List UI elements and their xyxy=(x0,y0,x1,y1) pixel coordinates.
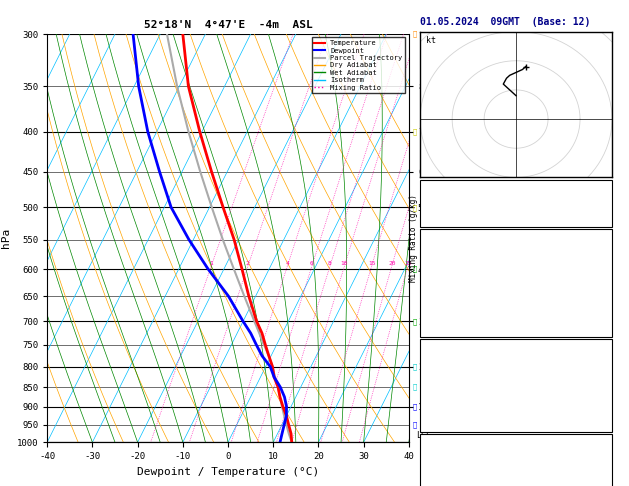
Text: 0: 0 xyxy=(603,401,609,410)
Text: 6: 6 xyxy=(310,261,314,266)
Text: 0: 0 xyxy=(603,306,609,315)
Text: θₑ(K): θₑ(K) xyxy=(423,276,450,285)
Text: 11.5: 11.5 xyxy=(587,261,609,270)
Text: 8: 8 xyxy=(328,261,332,266)
Text: 11: 11 xyxy=(598,416,609,425)
Text: Dewp (°C): Dewp (°C) xyxy=(423,261,471,270)
Text: CAPE (J): CAPE (J) xyxy=(423,306,465,315)
Text: 4: 4 xyxy=(286,261,289,266)
Text: CIN (J): CIN (J) xyxy=(423,321,460,330)
Text: 5: 5 xyxy=(603,291,609,300)
Text: kt: kt xyxy=(426,36,436,45)
Text: 🏴: 🏴 xyxy=(413,204,417,210)
Text: Lifted Index: Lifted Index xyxy=(423,386,487,395)
Text: 127: 127 xyxy=(593,451,609,460)
Text: SREH: SREH xyxy=(423,466,444,475)
Text: 29: 29 xyxy=(598,181,609,191)
Text: 🏴: 🏴 xyxy=(413,128,417,135)
Text: 2: 2 xyxy=(246,261,250,266)
Text: PW (cm): PW (cm) xyxy=(423,211,460,221)
Text: 🏴: 🏴 xyxy=(413,266,417,272)
Text: Most Unstable: Most Unstable xyxy=(481,342,551,351)
Text: StmDir: StmDir xyxy=(423,481,455,486)
Y-axis label: km
ASL: km ASL xyxy=(425,230,444,246)
Text: 314: 314 xyxy=(593,371,609,380)
Text: EH: EH xyxy=(423,451,433,460)
Text: Totals Totals: Totals Totals xyxy=(423,196,493,206)
Text: 🏴: 🏴 xyxy=(413,31,417,37)
Text: 🏴: 🏴 xyxy=(413,421,417,428)
Text: Surface: Surface xyxy=(497,232,535,242)
Text: Mixing Ratio (g/kg): Mixing Ratio (g/kg) xyxy=(409,194,418,282)
Text: 🏴: 🏴 xyxy=(413,318,417,325)
Text: CIN (J): CIN (J) xyxy=(423,416,460,425)
Text: 310: 310 xyxy=(593,276,609,285)
Text: θₑ (K): θₑ (K) xyxy=(423,371,455,380)
Title: 52°18'N  4°47'E  -4m  ASL: 52°18'N 4°47'E -4m ASL xyxy=(143,20,313,31)
Legend: Temperature, Dewpoint, Parcel Trajectory, Dry Adiabat, Wet Adiabat, Isotherm, Mi: Temperature, Dewpoint, Parcel Trajectory… xyxy=(311,37,405,93)
Text: 01.05.2024  09GMT  (Base: 12): 01.05.2024 09GMT (Base: 12) xyxy=(420,17,590,27)
Text: 10: 10 xyxy=(341,261,348,266)
Text: 2: 2 xyxy=(603,386,609,395)
Text: 25: 25 xyxy=(404,261,411,266)
Text: Pressure (mb): Pressure (mb) xyxy=(423,356,493,365)
Text: Lifted Index: Lifted Index xyxy=(423,291,487,300)
Text: LCL: LCL xyxy=(416,431,431,440)
Text: 171°: 171° xyxy=(587,481,609,486)
Text: © weatheronline.co.uk: © weatheronline.co.uk xyxy=(464,472,568,481)
Text: 20: 20 xyxy=(388,261,396,266)
X-axis label: Dewpoint / Temperature (°C): Dewpoint / Temperature (°C) xyxy=(137,467,319,477)
Text: K: K xyxy=(423,181,428,191)
Text: 🏴: 🏴 xyxy=(413,364,417,370)
Text: 800: 800 xyxy=(593,356,609,365)
Y-axis label: hPa: hPa xyxy=(1,228,11,248)
Text: 🏴: 🏴 xyxy=(413,403,417,410)
Text: 190: 190 xyxy=(593,466,609,475)
Text: 48: 48 xyxy=(598,196,609,206)
Text: CAPE (J): CAPE (J) xyxy=(423,401,465,410)
Text: 15: 15 xyxy=(368,261,376,266)
Text: 🏴: 🏴 xyxy=(413,384,417,390)
Text: 1: 1 xyxy=(209,261,213,266)
Text: 14.1: 14.1 xyxy=(587,246,609,255)
Text: Hodograph: Hodograph xyxy=(492,437,540,446)
Text: 2.61: 2.61 xyxy=(587,211,609,221)
Text: Temp (°C): Temp (°C) xyxy=(423,246,471,255)
Text: 0: 0 xyxy=(603,321,609,330)
